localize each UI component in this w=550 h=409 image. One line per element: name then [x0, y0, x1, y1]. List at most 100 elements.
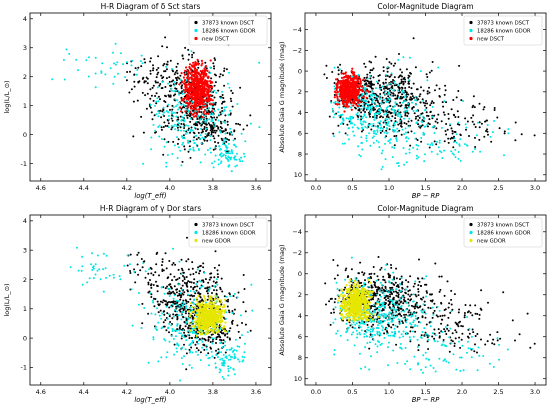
data-point	[213, 281, 215, 283]
data-point	[396, 98, 398, 100]
data-point	[373, 68, 375, 70]
data-point	[334, 96, 336, 98]
data-point	[386, 84, 388, 86]
x-tick-label: 4.2	[122, 184, 132, 192]
data-point	[101, 62, 103, 64]
data-point	[238, 331, 240, 333]
data-point	[185, 66, 187, 68]
data-point	[68, 53, 70, 55]
data-point	[342, 114, 344, 116]
data-point	[338, 115, 340, 117]
data-point	[346, 102, 348, 104]
data-point	[367, 90, 369, 92]
data-point	[382, 86, 384, 88]
data-point	[241, 334, 243, 336]
data-point	[180, 306, 182, 308]
data-point	[438, 276, 440, 278]
data-point	[156, 97, 158, 99]
data-point	[379, 98, 381, 100]
data-point	[353, 135, 355, 137]
data-point	[143, 307, 145, 309]
data-point	[142, 78, 144, 80]
data-point	[472, 121, 474, 123]
data-point	[214, 123, 216, 125]
data-point	[220, 299, 222, 301]
data-point	[178, 332, 180, 334]
data-point	[356, 86, 358, 88]
data-point	[191, 341, 193, 343]
data-point	[170, 128, 172, 130]
data-point	[332, 108, 334, 110]
data-point	[163, 107, 165, 109]
data-point	[174, 87, 176, 89]
data-point	[211, 334, 213, 336]
data-point	[155, 101, 157, 103]
data-point	[185, 124, 187, 126]
data-point	[437, 153, 439, 155]
data-point	[251, 310, 253, 312]
data-point	[131, 60, 133, 62]
data-point	[132, 325, 134, 327]
data-point	[385, 90, 387, 92]
data-point	[372, 88, 374, 90]
data-point	[200, 161, 202, 163]
data-point	[401, 71, 403, 73]
data-point	[355, 99, 357, 101]
data-point	[161, 126, 163, 128]
data-point	[335, 78, 337, 80]
y-tick-label: 2	[23, 73, 27, 81]
data-point	[402, 97, 404, 99]
data-point	[227, 365, 229, 367]
data-point	[203, 113, 205, 115]
data-point	[217, 298, 219, 300]
data-point	[228, 143, 230, 145]
data-point	[206, 124, 208, 126]
data-point	[228, 311, 230, 313]
data-point	[387, 71, 389, 73]
data-point	[350, 78, 352, 80]
data-point	[329, 116, 331, 118]
data-point	[204, 304, 206, 306]
data-point	[216, 278, 218, 280]
data-point	[192, 139, 194, 141]
data-point	[198, 132, 200, 134]
data-point	[404, 87, 406, 89]
data-point	[89, 277, 91, 279]
data-point	[179, 325, 181, 327]
data-point	[214, 147, 216, 149]
data-point	[189, 89, 191, 91]
data-point	[377, 105, 379, 107]
data-point	[171, 109, 173, 111]
data-point	[188, 310, 190, 312]
data-point	[366, 127, 368, 129]
data-point	[369, 75, 371, 77]
data-point	[214, 132, 216, 134]
data-point	[334, 278, 336, 280]
data-point	[385, 281, 387, 283]
data-point	[361, 124, 363, 126]
data-point	[153, 305, 155, 307]
data-point	[169, 295, 171, 297]
data-point	[222, 97, 224, 99]
data-point	[441, 276, 443, 278]
data-point	[211, 318, 213, 320]
data-point	[375, 117, 377, 119]
data-point	[178, 122, 180, 124]
data-point	[342, 143, 344, 145]
data-point	[210, 277, 212, 279]
data-point	[165, 287, 167, 289]
data-point	[405, 132, 407, 134]
data-point	[203, 315, 205, 317]
data-point	[176, 136, 178, 138]
data-point	[235, 146, 237, 148]
data-point	[399, 69, 401, 71]
data-point	[174, 128, 176, 130]
data-point	[213, 108, 215, 110]
data-point	[171, 81, 173, 83]
data-point	[162, 114, 164, 116]
data-point	[439, 96, 441, 98]
data-point	[189, 281, 191, 283]
data-point	[236, 350, 238, 352]
data-point	[366, 140, 368, 142]
